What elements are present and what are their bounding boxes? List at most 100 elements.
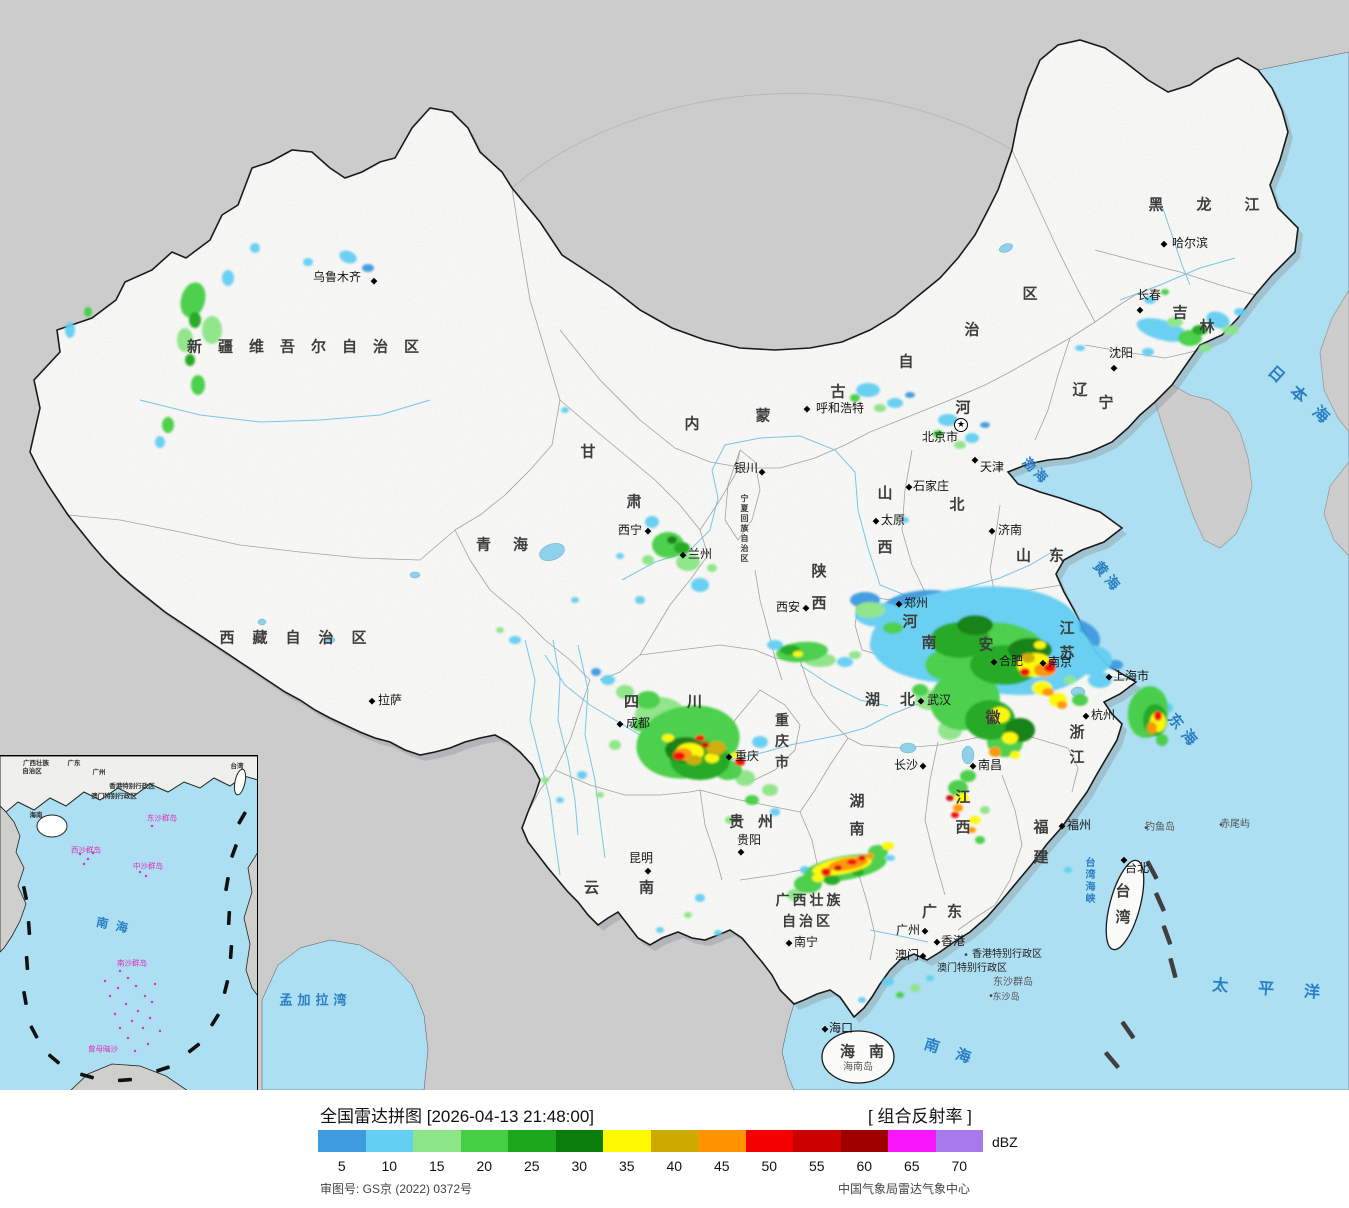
radar-echo [701,742,709,748]
radar-echo [676,553,700,571]
radar-echo [762,784,778,796]
radar-echo [887,398,903,408]
legend-tick: 5 [337,1158,346,1174]
inset-map [0,756,257,1090]
radar-echo [65,322,75,338]
radar-echo [674,542,690,554]
radar-echo [656,927,664,933]
legend-swatch-30 [555,1130,603,1152]
radar-echo [1042,688,1054,696]
inset-island-speck [150,1000,154,1004]
inset-island-speck [130,1019,134,1023]
inset-island-label: 西沙群岛 [71,845,101,855]
radar-echo [695,894,705,902]
nine-dash-segment [21,885,29,901]
inset-island-speck [153,982,157,986]
inset-island-speck [126,976,130,980]
inset-coast-label: 海南 [29,811,43,819]
legend-tick: 60 [856,1158,873,1174]
radar-echo [1142,348,1154,356]
radar-echo [303,258,313,266]
radar-echo [362,264,374,272]
china-radar-map [0,0,1349,1090]
radar-echo [1234,308,1246,316]
radar-echo [849,651,861,659]
nine-dash-segment [237,811,247,825]
radar-echo [1088,672,1112,688]
radar-echo [189,312,201,328]
radar-echo [960,770,976,782]
legend-swatch-50 [745,1130,793,1152]
nine-dash-segment [22,990,28,1006]
agency-credit: 中国气象局雷达气象中心 [838,1182,971,1196]
radar-echo [1192,325,1208,335]
nine-dash-segment [222,979,230,995]
radar-echo [989,747,1001,757]
radar-echo [1161,289,1169,295]
nine-dash-segment [24,955,30,971]
radar-echo [824,875,840,885]
lakes [257,243,1086,765]
radar-echo [885,855,895,861]
japan-landmass [1319,289,1349,433]
legend-tick: 25 [523,1158,540,1174]
radar-echo [866,853,874,859]
legend-swatch-10 [365,1130,413,1152]
radar-echo [752,736,768,748]
radar-echo [577,771,587,779]
radar-echo [1048,659,1056,665]
radar-echo [968,827,976,833]
nine-dash-segment [224,876,230,892]
hainan-island [821,1030,895,1084]
legend-swatch-25 [508,1130,556,1152]
mongolia-border [511,92,1013,189]
inset-island-speck [146,1042,150,1046]
radar-echo [202,316,222,344]
radar-echo [162,417,174,433]
inset-coast-label: 台湾 [230,762,244,770]
inset-island-speck [116,986,120,990]
inset-island-speck [158,1029,162,1033]
inset-island-speck [144,874,148,878]
inset-island-label: 南沙群岛 [117,958,147,968]
legend-swatch-45 [698,1130,746,1152]
inset-island-speck [103,979,107,983]
radar-echo [858,997,866,1003]
radar-echo [1147,722,1157,734]
nine-dash-segment [29,1025,39,1039]
radar-echo [1072,694,1088,706]
radar-echo [667,536,677,544]
radar-echo [856,383,880,397]
radar-echo [837,657,853,667]
radar-echo [901,517,909,523]
boundary-dash [1120,1020,1136,1040]
color-scale-ticks: 5 10 15 20 25 30 35 40 45 50 55 60 65 70 [318,1158,983,1174]
nine-dash-segment [47,1053,61,1065]
radar-echo [767,640,783,650]
inset-island-speck [113,1012,117,1016]
radar-echo [1068,645,1112,675]
radar-echo [1154,711,1162,721]
inset-borneo [70,1063,188,1090]
legend-tick: 40 [666,1158,683,1174]
legend-swatch-55 [793,1130,841,1152]
radar-echo [882,978,894,986]
inset-coast-label: 香港特别行政区 [109,782,155,790]
radar-echo [951,812,959,818]
radar-echo [642,555,654,565]
radar-echo [509,636,521,644]
bay-of-bengal [261,939,429,1090]
radar-echo [969,816,981,824]
south-china-sea-inset: 南海 东沙群岛 西沙群岛 中沙群岛 南沙群岛 曾母暗沙 广西壮族 自治区 广东 广州 台湾 香港特别行… [0,755,258,1090]
legend-swatch-20 [460,1130,508,1152]
radar-echo [821,868,831,876]
radar-echo [155,436,165,448]
radar-echo [1199,344,1211,352]
radar-echo [953,804,963,812]
inset-island-dots [78,824,162,1053]
inset-coast-label: 广州 [92,768,106,776]
radar-echo [1075,345,1085,351]
radar-echo [847,859,857,865]
radar-echo [1002,732,1018,744]
